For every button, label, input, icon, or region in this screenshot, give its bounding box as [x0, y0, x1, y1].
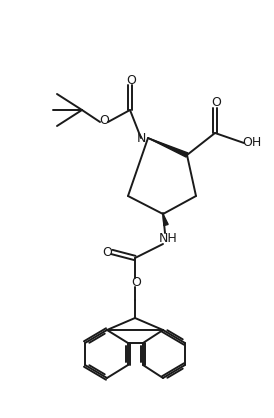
Text: OH: OH — [242, 137, 262, 150]
Text: NH: NH — [159, 232, 177, 245]
Polygon shape — [148, 138, 188, 157]
Text: O: O — [211, 97, 221, 110]
Text: O: O — [131, 276, 141, 290]
Text: O: O — [99, 114, 109, 127]
Text: O: O — [126, 74, 136, 87]
Polygon shape — [163, 214, 168, 226]
Text: N: N — [136, 132, 146, 145]
Text: O: O — [102, 245, 112, 258]
